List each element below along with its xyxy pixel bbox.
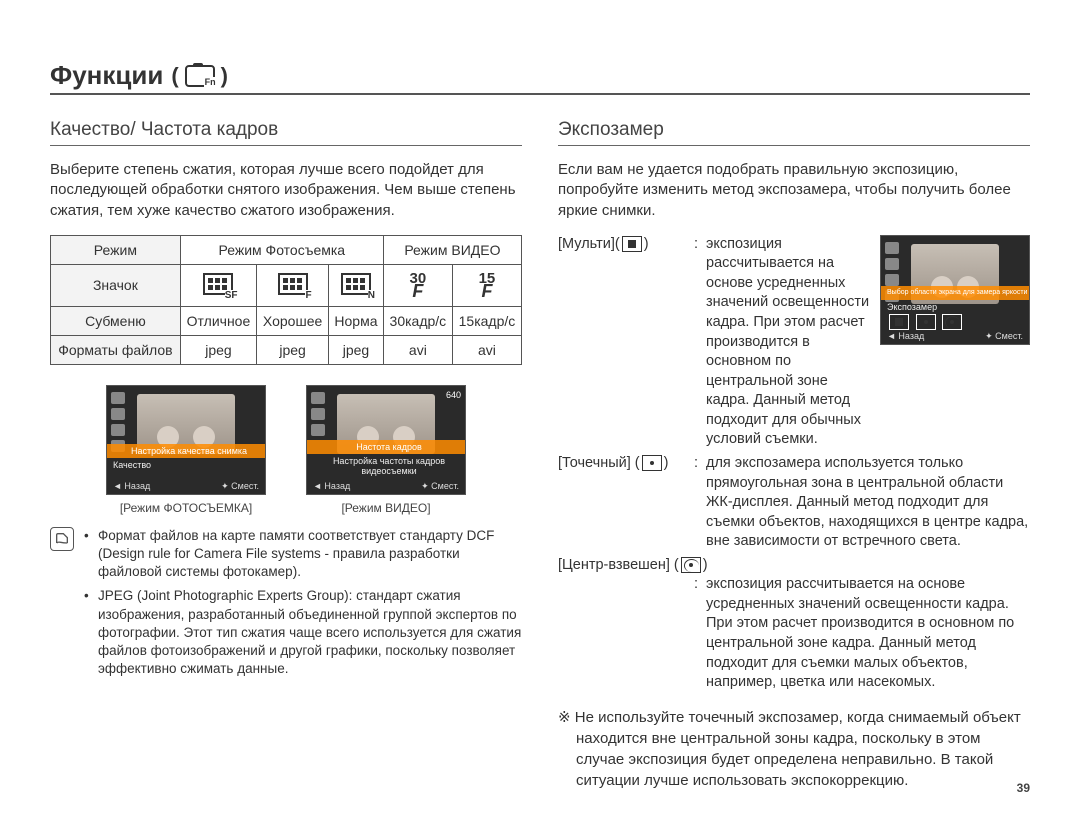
note-block: Формат файлов на карте памяти соответств… <box>50 527 522 685</box>
fmt-2: jpeg <box>257 335 329 364</box>
quality-intro: Выберите степень сжатия, которая лучше в… <box>50 160 522 221</box>
note-1: Формат файлов на карте памяти соответств… <box>84 527 522 582</box>
page-number: 39 <box>1017 781 1030 795</box>
metering-intro: Если вам не удается подобрать правильную… <box>558 160 1030 221</box>
row-icon: Значок <box>51 264 181 306</box>
quality-table: Режим Режим Фотосъемка Режим ВИДЕО Значо… <box>50 235 522 365</box>
row-multi: [Мульти]() :экспозиция рассчитывается на… <box>558 235 870 450</box>
label-cw: [Центр-взвешен] () <box>558 556 1030 576</box>
shot-video-caption: [Режим ВИДЕО] <box>306 501 466 515</box>
shot-video-640: 640 <box>446 390 461 401</box>
page-title: Функции <box>50 60 163 91</box>
left-column: Качество/ Частота кадров Выберите степен… <box>50 119 522 791</box>
shot-back-v: ◄ Назад <box>313 481 350 492</box>
shot-back: ◄ Назад <box>113 481 150 492</box>
fmt-1: jpeg <box>180 335 256 364</box>
quality-heading: Качество/ Частота кадров <box>50 119 522 146</box>
page-title-row: Функции ( ) <box>50 60 1030 95</box>
fps-30-icon: 30F <box>410 271 427 300</box>
shot-photo-caption: [Режим ФОТОСЪЕМКА] <box>106 501 266 515</box>
desc-multi: :экспозиция рассчитывается на основе уср… <box>706 235 870 450</box>
sub-1: Отличное <box>180 306 256 335</box>
quality-f-icon <box>278 273 308 295</box>
sub-3: Норма <box>329 306 384 335</box>
title-parens: ( ) <box>171 63 228 89</box>
shot-photo: Настройка качества снимка Качество ◄ Наз… <box>106 385 266 495</box>
icon-sf <box>180 264 256 306</box>
icon-15: 15F <box>452 264 521 306</box>
note-icon <box>50 527 74 551</box>
icon-f <box>257 264 329 306</box>
row-spot: [Точечный] () :для экспозамера используе… <box>558 454 1030 552</box>
sub-5: 15кадр/с <box>452 306 521 335</box>
row-submenu: Субменю <box>51 306 181 335</box>
desc-spot: :для экспозамера используется только пря… <box>706 454 1030 552</box>
shot-video: 640 Настота кадров Настройка частоты кад… <box>306 385 466 495</box>
right-column: Экспозамер Если вам не удается подобрать… <box>558 119 1030 791</box>
mode-photo: Режим Фотосъемка <box>180 235 383 264</box>
row-format: Форматы файлов <box>51 335 181 364</box>
camera-fn-icon <box>185 65 215 87</box>
label-multi: [Мульти]() <box>558 235 706 450</box>
quality-n-icon <box>341 273 371 295</box>
shot-move: ✦ Смест. <box>221 481 259 492</box>
shot-back-m: ◄ Назад <box>887 331 924 342</box>
quality-sf-icon <box>203 273 233 295</box>
row-cw: [Центр-взвешен] () :экспозиция рассчитыв… <box>558 556 1030 693</box>
shot-met-hl: Выбор области экрана для замера яркости <box>881 286 1029 300</box>
shot-video-hl: Настота кадров <box>307 440 465 454</box>
fmt-4: avi <box>383 335 452 364</box>
icon-30: 30F <box>383 264 452 306</box>
sub-2: Хорошее <box>257 306 329 335</box>
icon-n <box>329 264 384 306</box>
sub-4: 30кадр/с <box>383 306 452 335</box>
shot-video-l2: Настройка частоты кадров видеосъемки <box>313 456 465 476</box>
shot-photo-hl: Настройка качества снимка <box>107 444 265 458</box>
screenshots-row: Настройка качества снимка Качество ◄ Наз… <box>50 385 522 515</box>
note-list: Формат файлов на карте памяти соответств… <box>84 527 522 685</box>
cw-icon <box>681 557 701 573</box>
row-mode: Режим <box>51 235 181 264</box>
shot-photo-wrap: Настройка качества снимка Качество ◄ Наз… <box>106 385 266 515</box>
multi-icon <box>622 236 642 252</box>
desc-cw: :экспозиция рассчитывается на основе уср… <box>558 575 1030 692</box>
shot-met-l2: Экспозамер <box>887 302 937 312</box>
shot-photo-l2: Качество <box>113 460 151 470</box>
fps-15-icon: 15F <box>479 271 496 300</box>
fmt-3: jpeg <box>329 335 384 364</box>
spot-icon <box>642 455 662 471</box>
metering-footnote: ※ Не используйте точечный экспозамер, ко… <box>558 707 1030 791</box>
shot-metering: Выбор области экрана для замера яркости … <box>880 235 1030 345</box>
fmt-5: avi <box>452 335 521 364</box>
shot-video-wrap: 640 Настота кадров Настройка частоты кад… <box>306 385 466 515</box>
label-spot: [Точечный] () <box>558 454 706 552</box>
note-2: JPEG (Joint Photographic Experts Group):… <box>84 587 522 678</box>
shot-move-m: ✦ Смест. <box>985 331 1023 342</box>
metering-heading: Экспозамер <box>558 119 1030 146</box>
shot-move-v: ✦ Смест. <box>421 481 459 492</box>
mode-video: Режим ВИДЕО <box>383 235 521 264</box>
